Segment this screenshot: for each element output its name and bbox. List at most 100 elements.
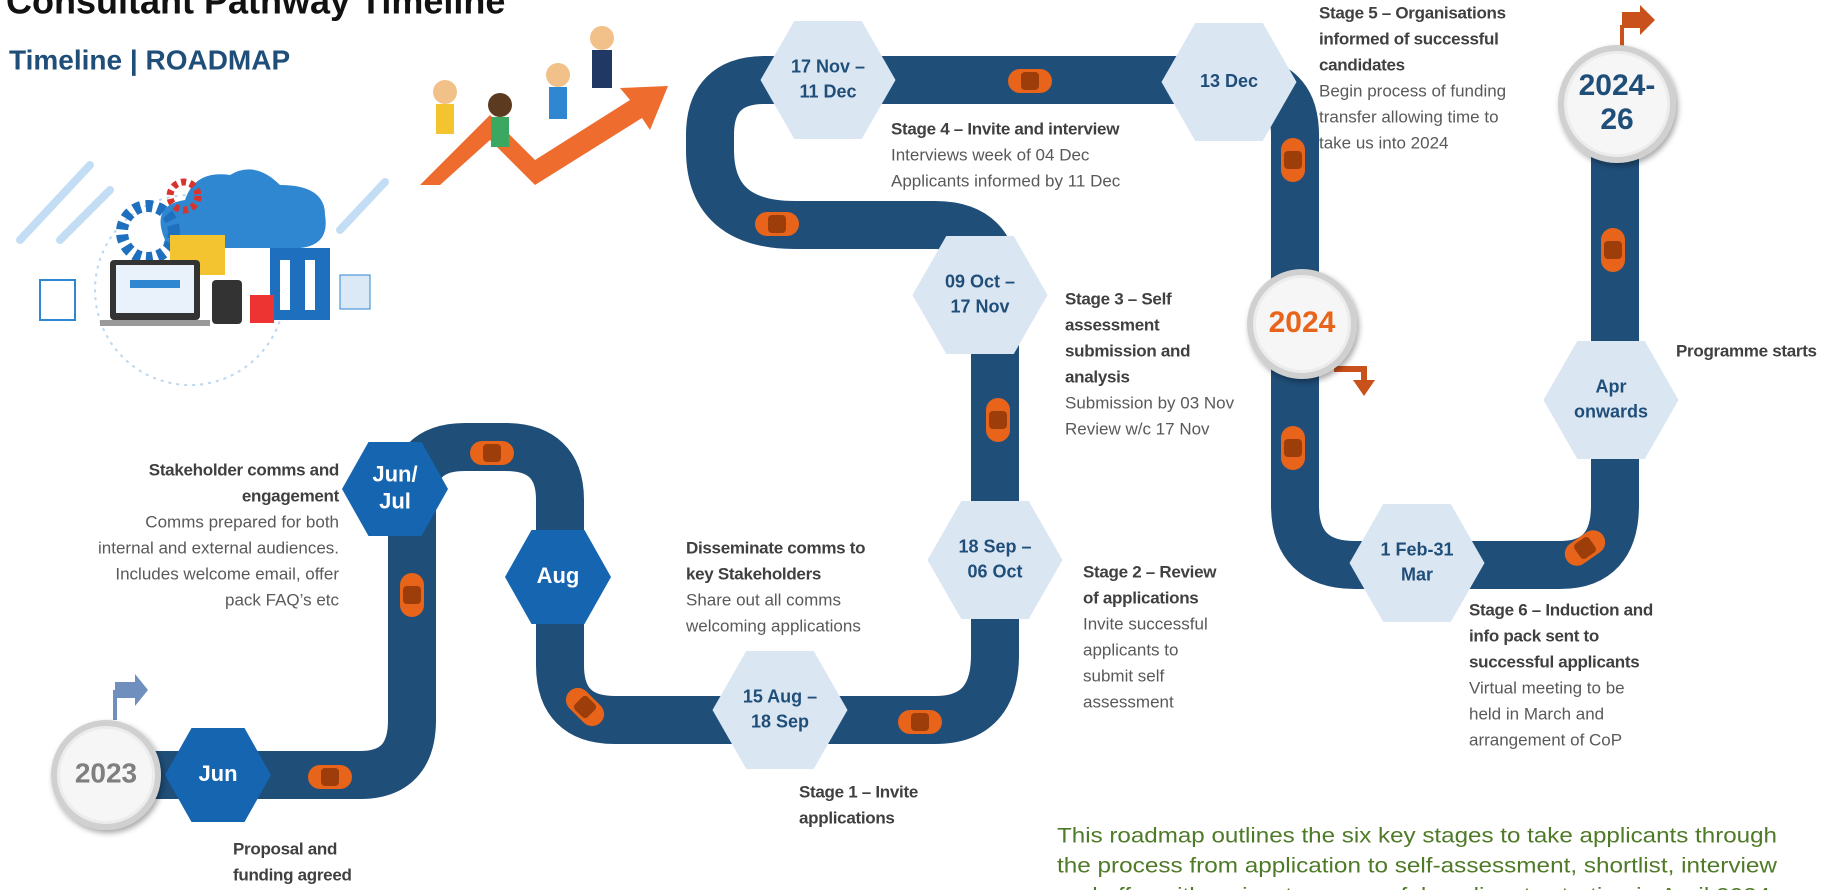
hexagon-label: 17 Nov [950,296,1009,316]
note-body: Applicants informed by 11 Dec [891,171,1121,190]
milestone-label: 2024- [1579,69,1656,102]
note-body: held in March and [1469,704,1604,723]
flag-2024-26 [1622,5,1655,52]
arrow-2024 [1334,366,1375,396]
hexagon [1544,341,1679,459]
note-heading: Stage 4 – Invite and interview [891,119,1120,138]
hexagon-label: 17 Nov – [791,56,865,76]
note-heading: engagement [242,486,340,505]
car-roof [483,444,501,462]
note-body: submit self [1083,666,1165,685]
note-heading: Stage 1 – Invite [799,782,918,801]
car-roof [1284,439,1302,457]
car [755,212,799,236]
milestone-label: 2024 [1269,306,1336,339]
car [1281,426,1305,470]
note-body: pack FAQ’s etc [225,590,340,609]
note-body: take us into 2024 [1319,133,1448,152]
hexagon [761,21,896,139]
car-roof [403,586,421,604]
hexagon-label: 13 Dec [1200,71,1258,91]
note-heading: applications [799,808,895,827]
note-heading: Stage 6 – Induction and [1469,600,1653,619]
note-heading: assessment [1065,315,1160,334]
car-roof [1604,241,1622,259]
note-body: Begin process of funding [1319,81,1506,100]
illustration-cloud [20,165,385,385]
hexagon-label: Apr [1596,376,1627,396]
hexagon-label: onwards [1574,401,1648,421]
car [1281,138,1305,182]
hexagon [928,501,1063,619]
hexagon-label: 11 Dec [799,81,856,101]
milestone-label: 26 [1600,103,1633,136]
car [400,573,424,617]
note-heading: Disseminate comms to [686,538,865,557]
flag-2023 [115,674,148,720]
car [470,441,514,465]
summary-line: This roadmap outlines the six key stages… [1057,825,1777,848]
note-body: assessment [1083,692,1174,711]
hexagon-label: 18 Sep – [958,536,1031,556]
milestone-label: 2023 [75,757,137,788]
hexagon-label: 06 Oct [967,561,1022,581]
note-body: transfer allowing time to [1319,107,1499,126]
car [1008,69,1052,93]
car-roof [989,411,1007,429]
note-heading: informed of successful [1319,29,1499,48]
road [105,80,1615,775]
summary-line: the process from application to self-ass… [1057,855,1778,878]
hexagon-label: Jun/ [372,461,417,486]
note-heading: Stage 3 – Self [1065,289,1172,308]
page: Consultant Pathway Timeline Timeline | R… [0,0,1847,890]
note-body: Review w/c 17 Nov [1065,419,1210,438]
note-body: Submission by 03 Nov [1065,393,1235,412]
car [986,398,1010,442]
note-body: Comms prepared for both [145,512,339,531]
car-roof [1021,72,1039,90]
note-heading: funding agreed [233,865,352,884]
hexagon-label: 1 Feb-31 [1380,539,1453,559]
roadmap: Consultant Pathway Timeline Timeline | R… [0,0,1847,890]
car [898,710,942,734]
note-heading: Programme starts [1676,341,1817,360]
hexagon-label: 09 Oct – [945,271,1015,291]
note-body: Virtual meeting to be [1469,678,1625,697]
note-body: applicants to [1083,640,1178,659]
note-heading: Stage 2 – Review [1083,562,1217,581]
note-heading: Proposal and [233,839,337,858]
hexagon [913,236,1048,354]
hexagon-label: Mar [1401,564,1433,584]
note-body: Invite successful [1083,614,1208,633]
title: Consultant Pathway Timeline [6,0,505,22]
note-body: arrangement of CoP [1469,730,1622,749]
note-heading: successful applicants [1469,652,1639,671]
note-heading: key Stakeholders [686,564,821,583]
hexagon-label: Jul [379,488,411,513]
note-heading: submission and [1065,341,1190,360]
hexagon-label: Aug [537,563,580,588]
note-heading: analysis [1065,367,1130,386]
hexagon [1350,504,1485,622]
hexagon-label: Jun [198,761,237,786]
car-roof [321,768,339,786]
car-roof [911,713,929,731]
note-body: internal and external audiences. [98,538,339,557]
summary-line: and offer with a view to successful appl… [1057,885,1777,890]
note-heading: Stage 5 – Organisations [1319,3,1506,22]
car [1601,228,1625,272]
note-heading: Stakeholder comms and [149,460,339,479]
car [308,765,352,789]
illustration-people [420,26,668,185]
car-roof [1284,151,1302,169]
note-body: Share out all comms [686,590,841,609]
hexagon-label: 18 Sep [751,711,809,731]
note-heading: candidates [1319,55,1405,74]
note-body: Includes welcome email, offer [115,564,339,583]
hexagon-label: 15 Aug – [743,686,817,706]
car-roof [768,215,786,233]
note-heading: info pack sent to [1469,626,1599,645]
subtitle: Timeline | ROADMAP [9,44,290,75]
note-body: Interviews week of 04 Dec [891,145,1090,164]
hexagon [713,651,848,769]
